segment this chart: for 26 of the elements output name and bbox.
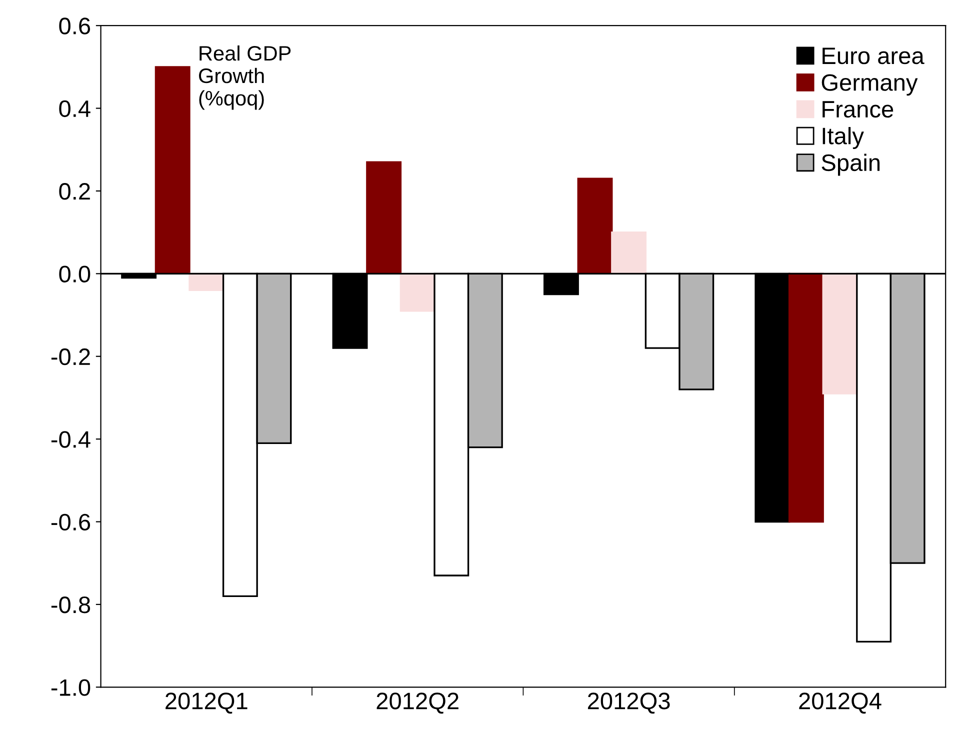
legend-label: Euro area	[822, 48, 924, 64]
y-tick-label: -0.8	[51, 596, 90, 614]
legend-label: Italy	[822, 127, 864, 150]
y-tick-label: -0.4	[51, 431, 90, 448]
bar	[366, 161, 402, 275]
legend-label: France	[822, 101, 894, 118]
bar	[611, 231, 647, 275]
x-tick-label: 2012Q2	[376, 692, 458, 714]
x-tick-label: 2012Q3	[588, 692, 670, 714]
bar	[154, 66, 190, 275]
legend-label: Spain	[822, 154, 880, 176]
y-tick-label: -1.0	[51, 679, 90, 696]
bar	[788, 272, 824, 523]
y-tick-label: 0.6	[59, 18, 90, 34]
annotation: Real GDP Growth (%qoq)	[199, 45, 291, 110]
y-tick-label: 0.4	[59, 100, 90, 118]
y-tick-label: -0.2	[51, 348, 90, 366]
y-tick-label: 0.2	[59, 183, 90, 200]
x-tick-label: 2012Q1	[166, 692, 248, 714]
legend-label: Germany	[822, 74, 918, 96]
bar	[400, 272, 436, 312]
bar	[577, 178, 613, 275]
y-tick-label: -0.6	[51, 514, 90, 531]
x-tick-label: 2012Q4	[799, 692, 882, 714]
y-tick-label: 0.0	[59, 266, 90, 282]
bar	[822, 272, 858, 394]
